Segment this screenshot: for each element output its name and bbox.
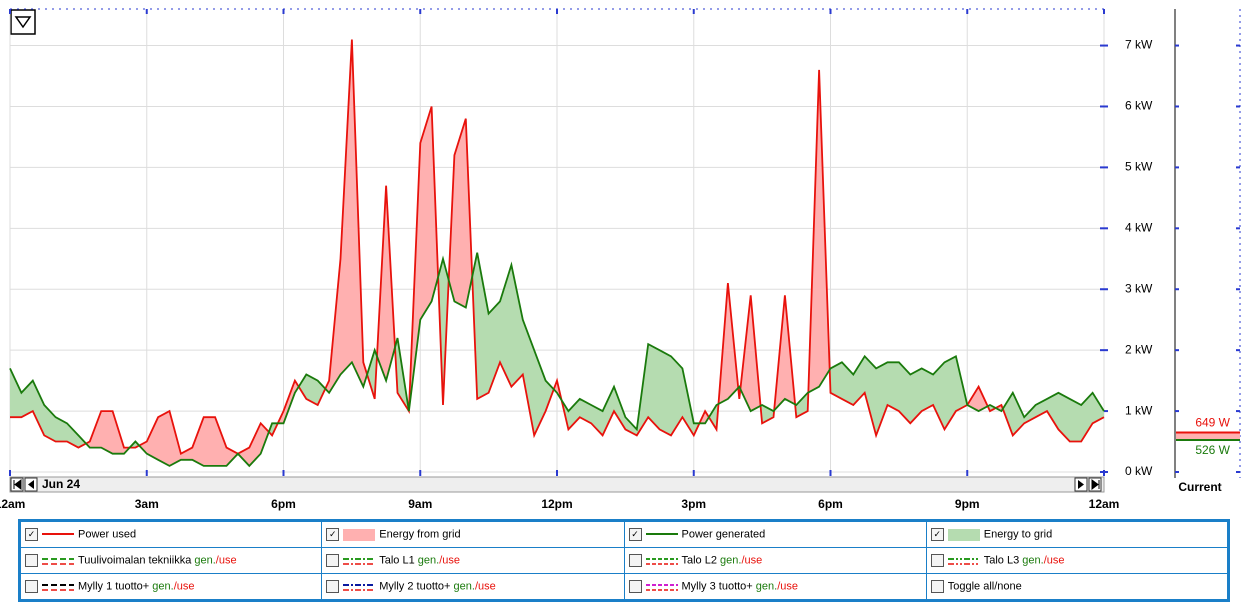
toggle-label: Toggle all/none xyxy=(947,580,1022,593)
y-tick-label: 6 kW xyxy=(1125,99,1153,113)
checkbox[interactable]: ✓ xyxy=(326,528,340,541)
legend-gen: gen. xyxy=(152,580,174,593)
legend-label: Mylly 2 tuotto+ xyxy=(379,580,451,593)
menu-button[interactable] xyxy=(10,9,36,35)
legend-gen: gen. xyxy=(720,554,742,567)
legend-item[interactable]: ✓ Energy from grid xyxy=(321,520,625,548)
legend: ✓ Power used ✓ Energy from grid ✓ Power gener… xyxy=(18,519,1230,602)
legend-label: Talo L2 xyxy=(681,554,717,567)
y-tick-label: 1 kW xyxy=(1125,403,1153,417)
checkbox[interactable] xyxy=(326,554,340,567)
checkbox[interactable] xyxy=(930,580,944,593)
legend-row: ✓ Power used ✓ Energy from grid ✓ Power gener… xyxy=(18,520,1230,548)
nav-buttons[interactable] xyxy=(10,477,1102,492)
power-generated-line xyxy=(9,252,1105,468)
legend-label: Power generated xyxy=(681,528,766,541)
y-tick-label: 2 kW xyxy=(1125,342,1153,356)
checkbox[interactable]: ✓ xyxy=(25,528,38,541)
menu-icon xyxy=(14,16,32,29)
x-tick-label: 3am xyxy=(135,497,159,511)
date-label: Jun 24 xyxy=(42,477,80,491)
legend-label: Energy to grid xyxy=(983,528,1053,541)
legend-swatch xyxy=(947,557,980,565)
legend-label: Talo L3 xyxy=(983,554,1020,567)
legend-swatch xyxy=(947,528,980,541)
legend-use: /use xyxy=(173,580,195,593)
legend-swatch xyxy=(343,557,376,565)
navigator[interactable] xyxy=(9,476,1105,493)
grid xyxy=(9,9,1105,473)
x-tick-label: 12am xyxy=(1089,497,1120,511)
legend-item[interactable]: Talo L3 gen./use xyxy=(925,547,1230,574)
legend-use: /use xyxy=(741,554,763,567)
checkbox[interactable] xyxy=(25,580,38,593)
y-tick-label: 7 kW xyxy=(1125,38,1153,52)
x-tick-label: 6pm xyxy=(818,497,843,511)
legend-swatch xyxy=(645,583,678,591)
legend-item[interactable]: ✓ Power generated xyxy=(623,520,927,548)
legend-item[interactable]: Mylly 2 tuotto+ gen./use xyxy=(321,573,625,601)
legend-swatch xyxy=(42,583,74,591)
legend-label: Mylly 3 tuotto+ xyxy=(681,580,753,593)
checkbox[interactable]: ✓ xyxy=(930,528,944,541)
checkbox[interactable] xyxy=(628,580,642,593)
legend-item[interactable]: Talo L1 gen./use xyxy=(321,547,625,574)
legend-swatch xyxy=(645,557,678,565)
y-tick-label: 3 kW xyxy=(1125,281,1153,295)
checkbox[interactable] xyxy=(930,554,944,567)
legend-item[interactable]: ✓ Power used xyxy=(18,520,323,548)
y-tick-label: 4 kW xyxy=(1125,220,1153,234)
legend-item[interactable]: Mylly 3 tuotto+ gen./use xyxy=(623,573,927,601)
legend-item[interactable]: Mylly 1 tuotto+ gen./use xyxy=(18,573,323,601)
legend-use: /use xyxy=(215,554,237,567)
current-area xyxy=(1176,432,1240,440)
legend-row: Tuulivoimalan tekniikka gen./use Talo L1 … xyxy=(18,547,1230,574)
x-tick-label: 6pm xyxy=(271,497,296,511)
current-generated-label: 526 W xyxy=(1195,443,1230,457)
y-tick-label: 0 kW xyxy=(1125,464,1153,478)
legend-item[interactable]: Talo L2 gen./use xyxy=(623,547,927,574)
legend-label: Tuulivoimalan tekniikka xyxy=(78,554,192,567)
legend-gen: gen. xyxy=(194,554,216,567)
legend-label: Talo L1 xyxy=(379,554,415,567)
chart: Jun 24 Current 0 kW 1 kW 2 kW 3 kW 4 kW 5 kW 6… xyxy=(0,8,1241,511)
legend-use: /use xyxy=(474,580,496,593)
legend-gen: gen. xyxy=(1022,554,1044,567)
legend-swatch xyxy=(343,583,376,591)
legend-item[interactable]: Tuulivoimalan tekniikka gen./use xyxy=(18,547,323,574)
current-title: Current xyxy=(1178,480,1221,494)
legend-swatch xyxy=(343,528,376,541)
legend-use: /use xyxy=(777,580,799,593)
legend-gen: gen. xyxy=(755,580,778,593)
legend-item[interactable]: Toggle all/none xyxy=(925,573,1230,601)
x-tick-label: 9pm xyxy=(955,497,980,511)
x-tick-label: 9am xyxy=(408,497,432,511)
legend-label: Energy from grid xyxy=(379,528,461,541)
x-tick-label: 12am xyxy=(0,497,25,511)
checkbox[interactable] xyxy=(25,554,38,567)
legend-gen: gen. xyxy=(417,554,440,567)
legend-row: Mylly 1 tuotto+ gen./use Mylly 2 tuotto+ … xyxy=(18,573,1230,601)
legend-use: /use xyxy=(439,554,461,567)
checkbox[interactable]: ✓ xyxy=(628,528,642,541)
y-tick-label: 5 kW xyxy=(1125,160,1153,174)
legend-label: Power used xyxy=(78,528,137,541)
legend-use: /use xyxy=(1043,554,1065,567)
legend-gen: gen. xyxy=(453,580,475,593)
legend-swatch xyxy=(42,532,74,535)
checkbox[interactable] xyxy=(628,554,642,567)
power-used-line xyxy=(10,39,1105,456)
legend-swatch xyxy=(645,532,678,535)
x-tick-label: 3pm xyxy=(681,497,706,511)
x-tick-label: 12pm xyxy=(541,497,572,511)
legend-swatch xyxy=(42,557,74,565)
current-used-label: 649 W xyxy=(1195,416,1230,430)
checkbox[interactable] xyxy=(326,580,340,593)
legend-item[interactable]: ✓ Energy to grid xyxy=(925,520,1230,548)
legend-label: Mylly 1 tuotto+ xyxy=(78,580,150,593)
